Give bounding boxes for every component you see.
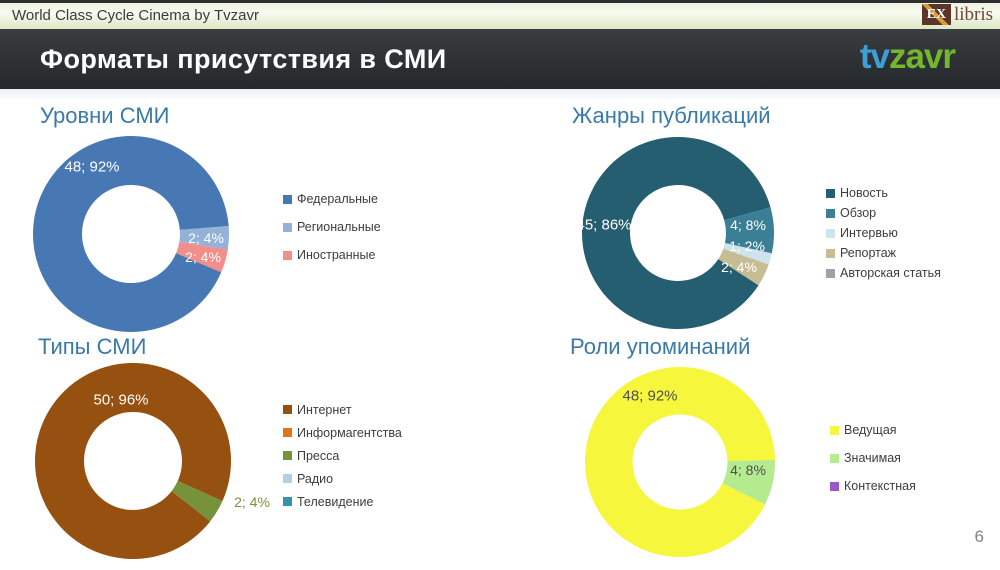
slide-header: Форматы присутствия в СМИ tvzavr <box>0 29 1000 89</box>
chart-title-mention-roles: Роли упоминаний <box>570 334 751 359</box>
data-label: 2; 4% <box>234 494 270 510</box>
legend-media-types: Интернет Информагентства Пресса Радио Телеви… <box>283 398 402 513</box>
legend-item: Пресса <box>283 444 402 467</box>
legend-item: Интернет <box>283 398 402 421</box>
donut-slice <box>723 243 772 265</box>
legend-item: Репортаж <box>826 243 941 263</box>
legend-swatch <box>283 497 292 506</box>
donut-slice <box>582 137 771 329</box>
chart-title-media-types: Типы СМИ <box>38 334 147 359</box>
donut-slice <box>33 136 229 332</box>
legend-label: Интернет <box>297 402 352 417</box>
data-label: 2; 4% <box>185 249 221 265</box>
data-label: 4; 8% <box>730 462 766 478</box>
data-label: 48; 92% <box>622 387 678 405</box>
donut-slice <box>35 363 231 559</box>
legend-swatch <box>830 453 839 463</box>
legend-item: Интервью <box>826 223 941 243</box>
donut-chart-media-levels <box>33 136 229 332</box>
legend-item: Новость <box>826 183 941 203</box>
donut-slice <box>724 207 774 254</box>
donut-chart-media-types <box>35 363 231 559</box>
legend-item: Радио <box>283 467 402 490</box>
legend-label: Новость <box>840 186 888 200</box>
legend-swatch <box>283 250 292 260</box>
legend-swatch <box>826 188 835 198</box>
data-label: 50; 96% <box>93 391 149 409</box>
exlibris-logo-icon: EX <box>921 4 951 25</box>
legend-item: Информагентства <box>283 421 402 444</box>
legend-label: Иностранные <box>297 248 376 262</box>
presentation-title: World Class Cycle Cinema by Tvzavr <box>12 7 260 24</box>
legend-swatch <box>826 228 835 238</box>
legend-media-levels: Федеральные Региональные Иностранные <box>283 185 381 269</box>
legend-label: Телевидение <box>297 494 374 509</box>
legend-label: Авторская статья <box>840 266 941 280</box>
legend-swatch <box>283 474 292 483</box>
legend-swatch <box>283 194 292 204</box>
legend-item: Контекстная <box>830 472 916 500</box>
donut-slice <box>722 460 775 505</box>
legend-label: Пресса <box>297 448 340 463</box>
legend-item: Обзор <box>826 203 941 223</box>
tvzavr-logo: tvzavr <box>859 37 956 76</box>
header-shadow <box>0 89 1000 102</box>
legend-item: Иностранные <box>283 241 381 269</box>
chart-title-media-levels: Уровни СМИ <box>40 103 170 128</box>
chart-title-genres: Жанры публикаций <box>572 103 771 128</box>
legend-item: Значимая <box>830 444 916 472</box>
legend-label: Информагентства <box>297 425 402 440</box>
data-label: 48; 92% <box>64 158 120 176</box>
data-label: 1; 2% <box>729 238 765 254</box>
legend-swatch <box>283 428 292 437</box>
top-bar: World Class Cycle Cinema by Tvzavr EX li… <box>0 0 1000 29</box>
legend-label: Ведущая <box>844 423 897 437</box>
exlibris-logo-text: libris <box>953 4 993 25</box>
legend-label: Региональные <box>297 220 381 234</box>
slide-title: Форматы присутствия в СМИ <box>40 44 447 74</box>
legend-swatch <box>283 222 292 232</box>
data-label: 2; 4% <box>188 230 224 246</box>
legend-swatch <box>283 405 292 414</box>
donut-slice <box>718 248 769 286</box>
legend-swatch <box>830 425 839 435</box>
page-number: 6 <box>974 527 984 546</box>
legend-item: Ведущая <box>830 416 916 444</box>
donut-chart-genres <box>582 137 774 329</box>
legend-swatch <box>826 248 835 258</box>
data-label: 45; 86% <box>576 216 632 234</box>
legend-label: Федеральные <box>297 192 378 206</box>
legend-swatch <box>283 451 292 460</box>
tvzavr-logo-zavr: zavr <box>888 37 956 76</box>
legend-label: Обзор <box>840 206 877 220</box>
legend-item: Телевидение <box>283 490 402 513</box>
tvzavr-logo-tv: tv <box>859 37 890 76</box>
data-label: 4; 8% <box>730 217 766 233</box>
legend-item: Федеральные <box>283 185 381 213</box>
donut-chart-mention-roles <box>585 367 775 557</box>
legend-genres: Новость Обзор Интервью Репортаж Авторская ст… <box>826 183 941 283</box>
legend-mention-roles: Ведущая Значимая Контекстная <box>830 416 916 500</box>
legend-swatch <box>826 208 835 218</box>
donut-slice <box>176 241 228 273</box>
legend-label: Репортаж <box>840 246 897 260</box>
legend-item: Региональные <box>283 213 381 241</box>
legend-swatch <box>826 268 835 278</box>
data-label: 2; 4% <box>721 259 757 275</box>
legend-label: Значимая <box>844 451 901 465</box>
exlibris-logo: EX libris <box>921 4 993 25</box>
donut-slice <box>585 367 775 557</box>
legend-label: Контекстная <box>844 479 916 493</box>
legend-label: Радио <box>297 471 334 486</box>
legend-label: Интервью <box>840 226 898 240</box>
legend-swatch <box>830 481 839 491</box>
donut-slice <box>179 225 229 250</box>
legend-item: Авторская статья <box>826 263 941 283</box>
donut-slice <box>171 481 223 522</box>
